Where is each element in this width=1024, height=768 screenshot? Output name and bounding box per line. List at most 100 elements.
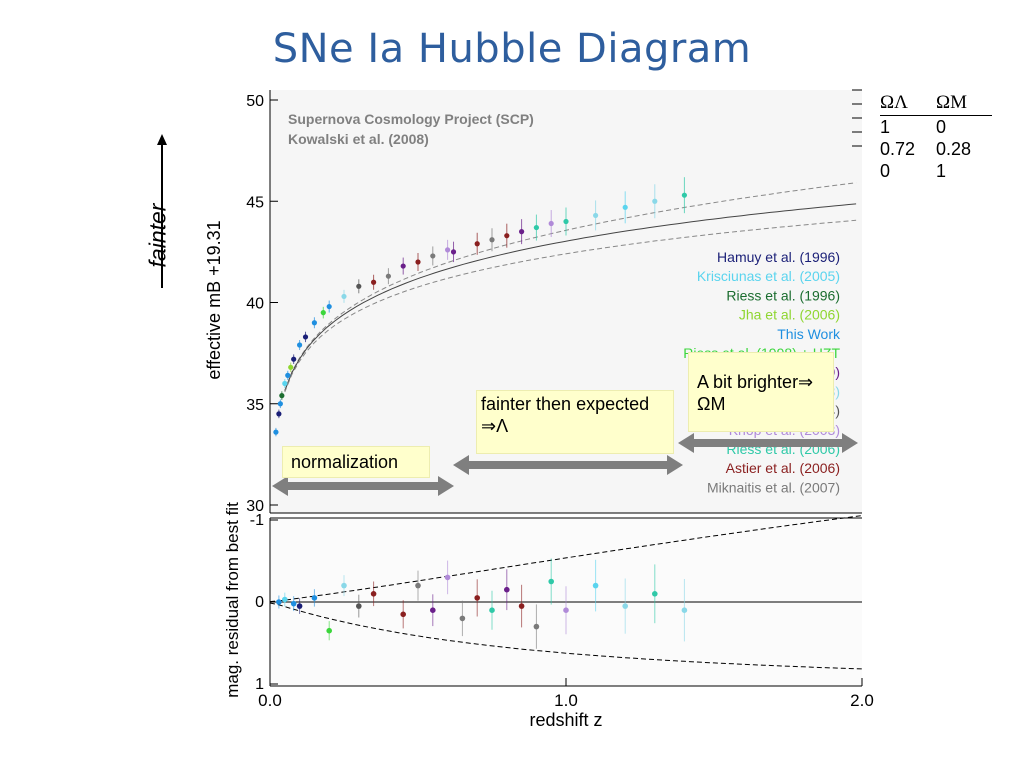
omega-row: 0.72 0.28 bbox=[880, 138, 992, 160]
x-tick-label: 2.0 bbox=[850, 691, 874, 710]
data-point bbox=[277, 401, 283, 407]
fainter-region-arrow bbox=[467, 461, 669, 469]
annotation-arrows bbox=[157, 134, 858, 496]
data-point bbox=[370, 591, 377, 597]
matter-model-residual bbox=[269, 602, 863, 670]
legend-entry: Miknaitis et al. (2007) bbox=[707, 479, 840, 495]
data-point bbox=[445, 247, 451, 253]
data-point bbox=[548, 578, 554, 585]
data-point bbox=[288, 364, 294, 370]
omega-cell: 0 bbox=[936, 117, 947, 137]
data-point bbox=[279, 393, 285, 399]
omega-row: 0 1 bbox=[880, 160, 992, 182]
y-tick-label: 45 bbox=[246, 194, 264, 211]
x-axis-label: redshift z bbox=[529, 710, 602, 730]
fainter-then-expected-note: fainter then expected ⇒Λ bbox=[476, 390, 674, 454]
data-point bbox=[533, 224, 540, 231]
normalization-arrow bbox=[286, 482, 440, 490]
data-point bbox=[563, 607, 569, 613]
omega-table: ΩΛ ΩM 1 0 0.72 0.28 0 1 bbox=[880, 92, 992, 182]
omega-cell: 0.28 bbox=[936, 139, 972, 159]
y-axis-label: effective mB +19.31 bbox=[204, 220, 224, 379]
data-point bbox=[400, 611, 407, 618]
omega-row: 1 0 bbox=[880, 116, 992, 138]
chart-caption: Supernova Cosmology Project (SCP) bbox=[288, 111, 534, 127]
data-point bbox=[489, 237, 495, 243]
data-point bbox=[311, 320, 317, 326]
slide-title: SNe Ia Hubble Diagram bbox=[272, 26, 752, 72]
legend-entry: Riess et al. (1996) bbox=[726, 287, 840, 303]
legend-entry: Hamuy et al. (1996) bbox=[717, 249, 840, 265]
legend-entry: Jha et al. (2006) bbox=[739, 307, 840, 323]
data-point bbox=[341, 582, 347, 589]
normalization-arrow-head bbox=[438, 476, 454, 496]
y-tick-label: 50 bbox=[246, 93, 264, 110]
data-point bbox=[474, 241, 480, 247]
data-point bbox=[652, 591, 658, 597]
data-point bbox=[326, 303, 332, 310]
y-tick-label: 0 bbox=[255, 594, 264, 611]
data-point bbox=[563, 218, 569, 225]
data-point bbox=[518, 603, 525, 609]
data-point bbox=[593, 212, 599, 219]
omega-cell: 1 bbox=[880, 117, 891, 137]
data-point bbox=[341, 293, 347, 300]
data-point bbox=[474, 595, 481, 601]
brighter-note: A bit brighter⇒ ΩM bbox=[688, 352, 834, 432]
data-point bbox=[311, 595, 318, 601]
model-curve bbox=[284, 203, 857, 391]
data-point bbox=[276, 599, 282, 605]
data-point bbox=[504, 586, 510, 593]
data-point bbox=[356, 603, 362, 609]
omega-lambda-header: ΩΛ bbox=[880, 92, 908, 113]
data-point bbox=[444, 574, 451, 581]
y-tick-label: 40 bbox=[246, 296, 264, 313]
y-tick-label: 30 bbox=[246, 498, 264, 515]
lambda-model-residual bbox=[269, 515, 863, 603]
omega-table-header: ΩΛ ΩM bbox=[880, 92, 992, 116]
data-point bbox=[450, 249, 457, 255]
residual-y-label: mag. residual from best fit bbox=[223, 502, 242, 698]
data-point bbox=[652, 198, 658, 204]
omega-m-header: ΩM bbox=[936, 92, 968, 113]
legend-entry: This Work bbox=[777, 326, 841, 342]
data-point bbox=[592, 582, 599, 589]
data-point bbox=[273, 429, 279, 435]
data-point bbox=[504, 233, 510, 239]
omega-cell: 0.72 bbox=[880, 139, 916, 159]
legend-entry: Krisciunas et al. (2005) bbox=[697, 268, 840, 284]
brighter-region-arrow-head bbox=[678, 433, 694, 453]
brighter-region-arrow-head bbox=[842, 433, 858, 453]
fainter-region-arrow-head bbox=[667, 455, 683, 475]
data-point bbox=[291, 356, 297, 362]
data-point bbox=[302, 334, 309, 340]
data-point bbox=[548, 220, 554, 227]
data-point bbox=[385, 273, 391, 279]
data-point bbox=[356, 283, 362, 289]
y-tick-label: 35 bbox=[246, 397, 264, 414]
x-tick-label: 0.0 bbox=[258, 691, 282, 710]
data-point bbox=[489, 607, 495, 613]
data-point bbox=[326, 627, 333, 634]
data-point bbox=[320, 310, 326, 316]
data-point bbox=[400, 263, 406, 269]
normalization-arrow-head bbox=[272, 476, 288, 496]
data-point bbox=[519, 229, 525, 235]
data-point bbox=[290, 600, 297, 607]
omega-cell: 0 bbox=[880, 161, 891, 181]
data-point bbox=[285, 372, 291, 378]
data-point bbox=[430, 253, 436, 259]
data-point bbox=[297, 342, 303, 348]
data-point bbox=[681, 607, 688, 613]
data-point bbox=[533, 623, 540, 630]
data-point bbox=[622, 204, 628, 210]
data-point bbox=[276, 411, 282, 417]
fainter-label: fainter bbox=[144, 203, 171, 268]
data-point bbox=[282, 596, 288, 603]
data-point bbox=[282, 380, 288, 387]
x-tick-label: 1.0 bbox=[554, 691, 578, 710]
chart-caption: Kowalski et al. (2008) bbox=[288, 131, 429, 147]
legend-entry: Astier et al. (2006) bbox=[726, 460, 840, 476]
data-point bbox=[371, 279, 377, 285]
